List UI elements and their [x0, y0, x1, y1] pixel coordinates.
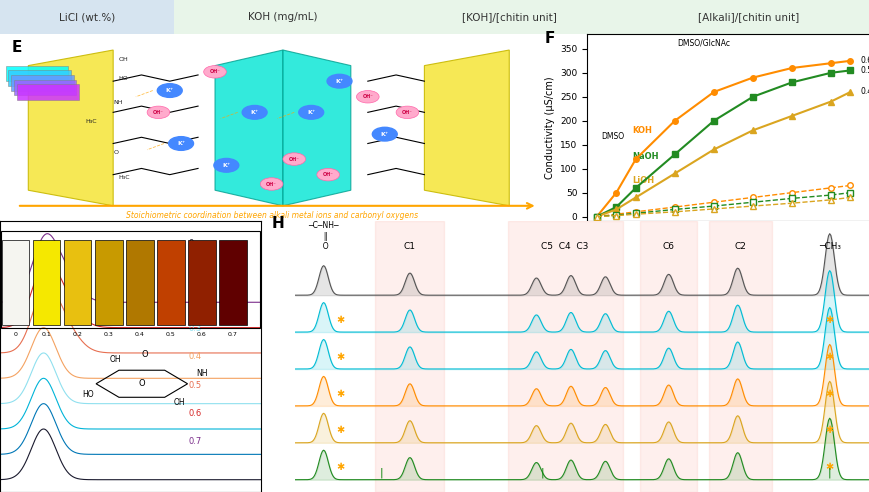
Text: KOH (mg/mL): KOH (mg/mL)	[248, 12, 317, 22]
Text: ✱: ✱	[825, 426, 833, 435]
Text: F: F	[544, 31, 554, 46]
Text: ✱: ✱	[336, 352, 344, 362]
Text: DMSO/GlcNAc: DMSO/GlcNAc	[677, 38, 730, 47]
Text: ✱: ✱	[825, 462, 833, 472]
Text: OH⁻: OH⁻	[322, 172, 333, 177]
Text: 0.5: 0.5	[188, 381, 201, 390]
Text: C6: C6	[662, 242, 674, 251]
Text: OH⁻: OH⁻	[209, 69, 220, 74]
Text: 0.6: 0.6	[188, 409, 202, 418]
Text: C2: C2	[733, 242, 746, 251]
Text: 0.5: 0.5	[859, 66, 869, 75]
Text: 0.3: 0.3	[188, 324, 202, 333]
Text: OH⁻: OH⁻	[266, 182, 276, 186]
Text: |: |	[827, 468, 831, 478]
Text: ─C─NH─
  ‖
  O: ─C─NH─ ‖ O	[308, 221, 339, 251]
Circle shape	[214, 158, 238, 172]
Polygon shape	[424, 50, 508, 206]
Text: OH: OH	[119, 57, 129, 62]
Text: ✱: ✱	[825, 389, 833, 399]
Bar	[6, 65, 68, 81]
Text: C5  C4  C3: C5 C4 C3	[541, 242, 588, 251]
Polygon shape	[215, 50, 282, 206]
Text: HO: HO	[119, 76, 129, 81]
Text: H: H	[271, 216, 284, 231]
Bar	[640, 221, 697, 492]
Text: 0: 0	[188, 239, 193, 247]
Text: ✱: ✱	[825, 352, 833, 362]
Text: C1: C1	[403, 242, 415, 251]
Bar	[0, 0, 174, 34]
Text: KOH: KOH	[631, 126, 651, 135]
Text: K⁺: K⁺	[307, 110, 315, 115]
Circle shape	[316, 168, 339, 181]
Circle shape	[147, 106, 169, 119]
Bar	[391, 0, 626, 34]
Text: [Alkali]/[chitin unit]: [Alkali]/[chitin unit]	[697, 12, 798, 22]
Circle shape	[282, 153, 305, 165]
Bar	[375, 221, 444, 492]
Text: 0.2: 0.2	[188, 295, 201, 305]
Text: LiCl (wt.%): LiCl (wt.%)	[59, 12, 115, 22]
Text: OH⁻: OH⁻	[362, 94, 373, 99]
Text: O: O	[113, 151, 118, 155]
Text: ✱: ✱	[825, 315, 833, 325]
Circle shape	[356, 91, 379, 103]
Text: NH: NH	[113, 100, 123, 105]
Text: 0.4: 0.4	[859, 88, 869, 96]
Polygon shape	[282, 50, 350, 206]
Bar	[14, 80, 76, 95]
X-axis label: [Alkali] (mol/L): [Alkali] (mol/L)	[692, 246, 764, 256]
Bar	[626, 0, 869, 34]
Circle shape	[372, 127, 397, 141]
Text: K⁺: K⁺	[165, 88, 174, 93]
Circle shape	[260, 178, 282, 190]
Circle shape	[157, 84, 182, 97]
Text: K⁺: K⁺	[381, 132, 388, 137]
Text: K⁺: K⁺	[250, 110, 258, 115]
Text: 0.7: 0.7	[188, 437, 202, 446]
Text: ✱: ✱	[336, 315, 344, 325]
Text: ─CH₃: ─CH₃	[818, 242, 839, 251]
Polygon shape	[29, 50, 113, 206]
Circle shape	[169, 137, 193, 151]
Bar	[17, 84, 79, 100]
Text: K⁺: K⁺	[335, 79, 343, 84]
Text: K⁺: K⁺	[222, 163, 230, 168]
Text: Stoichiometric coordination between alkali metal ions and carbonyl oxygens: Stoichiometric coordination between alka…	[125, 211, 417, 219]
Text: ✱: ✱	[336, 462, 344, 472]
Circle shape	[203, 65, 226, 78]
Bar	[174, 0, 391, 34]
Circle shape	[242, 105, 267, 119]
Text: ✱: ✱	[336, 426, 344, 435]
Text: |: |	[540, 468, 543, 478]
Text: ✱: ✱	[336, 389, 344, 399]
Text: |: |	[379, 468, 382, 478]
Bar	[708, 221, 772, 492]
Text: H₃C: H₃C	[119, 175, 130, 180]
Text: OH⁻: OH⁻	[153, 110, 163, 115]
Circle shape	[298, 105, 323, 119]
Bar	[11, 75, 74, 91]
Bar	[507, 221, 622, 492]
Text: 0.6: 0.6	[859, 56, 869, 65]
Y-axis label: Conductivity (μS/cm): Conductivity (μS/cm)	[544, 77, 554, 179]
Text: K⁺: K⁺	[176, 141, 185, 146]
Text: [KOH]/[chitin unit]: [KOH]/[chitin unit]	[461, 12, 556, 22]
Circle shape	[395, 106, 418, 119]
Text: LiOH: LiOH	[631, 176, 653, 185]
Bar	[9, 70, 70, 86]
Text: OH⁻: OH⁻	[289, 156, 299, 161]
Text: 0.1: 0.1	[188, 267, 201, 276]
Text: E: E	[11, 40, 22, 55]
Text: DMSO: DMSO	[600, 132, 624, 141]
Text: NaOH: NaOH	[631, 152, 658, 161]
Text: H₃C: H₃C	[85, 119, 96, 124]
Text: OH⁻: OH⁻	[401, 110, 413, 115]
Circle shape	[327, 74, 352, 88]
Text: 0.4: 0.4	[188, 352, 201, 361]
